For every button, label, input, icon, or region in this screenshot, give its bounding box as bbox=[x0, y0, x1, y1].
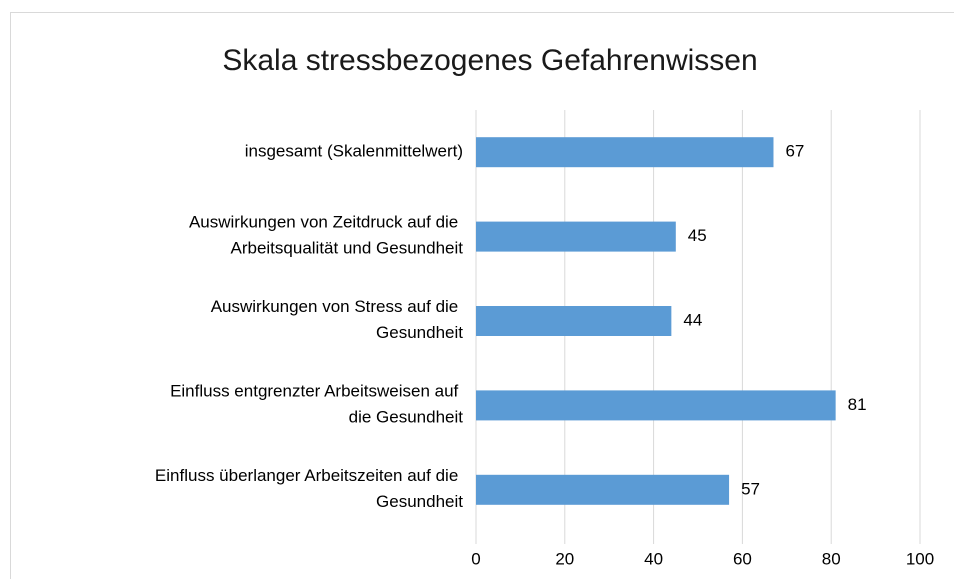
x-tick-label: 80 bbox=[822, 549, 841, 568]
x-tick-label: 20 bbox=[555, 549, 574, 568]
data-label: 45 bbox=[688, 226, 707, 245]
data-label: 81 bbox=[848, 395, 867, 414]
data-label: 44 bbox=[683, 310, 702, 329]
bar bbox=[476, 221, 676, 252]
y-tick-label: Einfluss entgrenzter Arbeitsweisen auf d… bbox=[170, 382, 463, 427]
y-tick-label: Auswirkungen von Stress auf die Gesundhe… bbox=[211, 297, 464, 342]
bar bbox=[476, 137, 774, 168]
x-tick-label: 40 bbox=[644, 549, 663, 568]
bar bbox=[476, 474, 730, 505]
data-label: 57 bbox=[741, 479, 760, 498]
y-tick-label: insgesamt (Skalenmittelwert) bbox=[245, 142, 463, 161]
x-tick-label: 60 bbox=[733, 549, 752, 568]
y-tick-label: Einfluss überlanger Arbeitszeiten auf di… bbox=[155, 466, 463, 511]
x-tick-label: 100 bbox=[906, 549, 934, 568]
bar bbox=[476, 306, 672, 336]
bar bbox=[476, 390, 836, 421]
x-tick-label: 0 bbox=[471, 549, 480, 568]
chart-title: Skala stressbezogenes Gefahrenwissen bbox=[222, 44, 757, 77]
y-tick-label: Auswirkungen von Zeitdruck auf die Arbei… bbox=[189, 213, 463, 258]
data-label: 67 bbox=[785, 142, 804, 161]
